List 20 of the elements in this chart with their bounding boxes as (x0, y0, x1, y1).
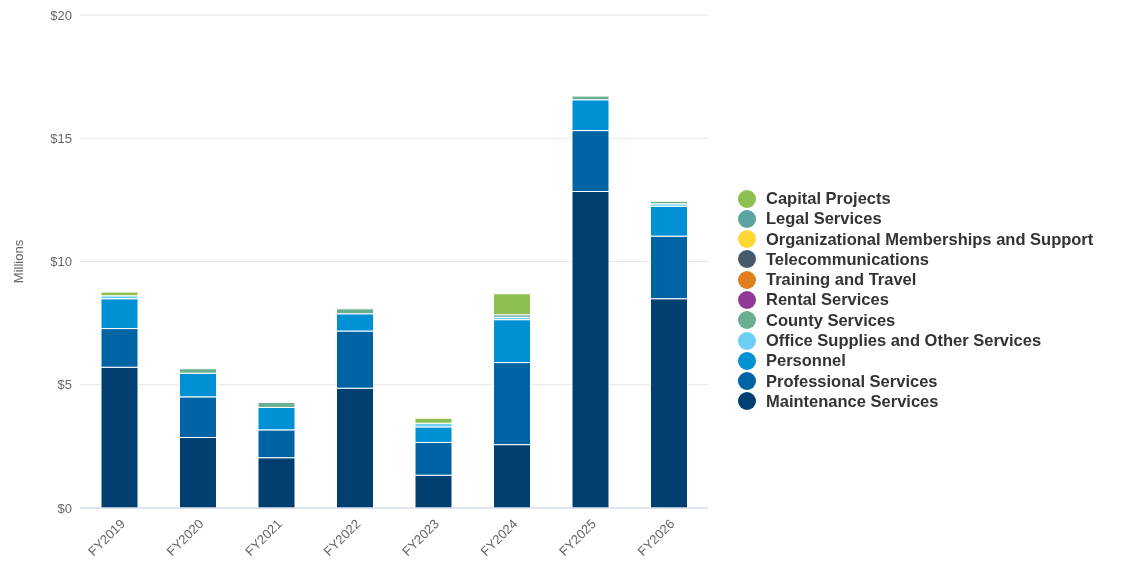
legend-label: Legal Services (766, 209, 882, 229)
bar (100, 291, 139, 297)
bar (414, 417, 453, 424)
legend-label: Rental Services (766, 290, 889, 310)
legend-label: Professional Services (766, 371, 938, 391)
y-axis-title: Millions (10, 239, 26, 284)
y-tick-label: $15 (50, 130, 72, 146)
legend-label: Telecommunications (766, 249, 929, 269)
y-tick-label: $10 (50, 254, 72, 270)
y-tick-label: $0 (57, 500, 72, 516)
legend-label: County Services (766, 310, 896, 330)
legend-label: Training and Travel (766, 270, 917, 290)
legend-label: Office Supplies and Other Services (766, 331, 1042, 351)
legend-label: Personnel (766, 351, 846, 371)
y-tick-label: $5 (57, 377, 72, 393)
y-tick-label: $20 (50, 7, 72, 23)
legend-label: Capital Projects (766, 189, 891, 208)
bar (493, 293, 531, 316)
legend-label: Organizational Memberships and Support (766, 229, 1094, 249)
legend-label: Maintenance Services (766, 391, 939, 411)
